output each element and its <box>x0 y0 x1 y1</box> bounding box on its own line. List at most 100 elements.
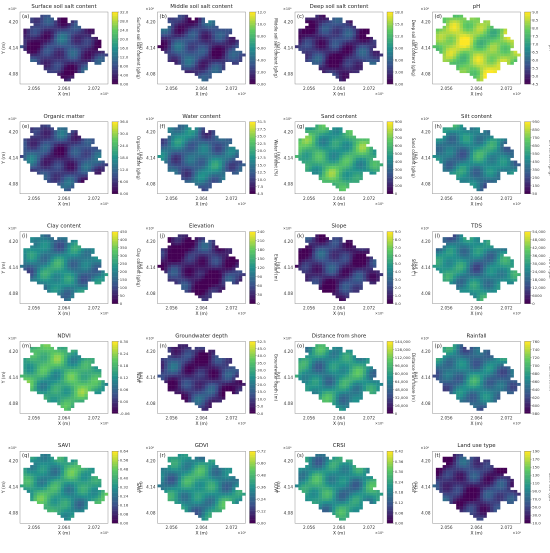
heatmap-cell <box>339 188 343 191</box>
colorbar-segment <box>525 127 531 129</box>
heatmap-cell <box>470 141 474 144</box>
heatmap-cell <box>443 20 447 23</box>
heatmap-cell <box>312 281 316 284</box>
heatmap-cell <box>61 245 65 248</box>
heatmap-cell <box>181 257 185 260</box>
colorbar-tick-label: 400 <box>395 159 403 164</box>
heatmap-cell <box>37 281 41 284</box>
heatmap-cell <box>44 265 48 268</box>
heatmap-cell <box>181 147 185 150</box>
heatmap-cell <box>477 78 481 81</box>
heatmap-cell <box>315 276 319 279</box>
heatmap-cell <box>305 262 309 265</box>
heatmap-cell <box>329 270 333 273</box>
heatmap-cell <box>188 262 192 265</box>
heatmap-cell <box>322 65 326 68</box>
heatmap-cell <box>336 45 340 48</box>
heatmap-cell <box>359 284 363 287</box>
heatmap-cell <box>64 149 68 152</box>
heatmap-cell <box>57 59 61 62</box>
colorbar-segment <box>112 169 118 171</box>
heatmap-cell <box>319 138 323 141</box>
heatmap-cell <box>500 147 504 150</box>
heatmap-cell <box>446 130 450 133</box>
heatmap-cell <box>339 243 343 246</box>
heatmap-cell <box>319 257 323 260</box>
heatmap-cell <box>57 177 61 180</box>
heatmap-cell <box>222 62 226 65</box>
heatmap-cell <box>225 259 229 262</box>
heatmap-cell <box>30 29 34 32</box>
heatmap-cell <box>373 161 377 164</box>
heatmap-cell <box>312 127 316 130</box>
heatmap-cell <box>332 130 336 133</box>
heatmap-cell <box>54 158 58 161</box>
heatmap-cell <box>161 152 165 155</box>
heatmap-cell <box>67 161 71 164</box>
heatmap-cell <box>94 276 98 279</box>
heatmap-cell <box>353 62 357 65</box>
heatmap-cell <box>460 31 464 34</box>
heatmap-cell <box>222 284 226 287</box>
heatmap-cell <box>37 149 41 152</box>
heatmap-cell <box>322 248 326 251</box>
heatmap-cell <box>78 273 82 276</box>
heatmap-cell <box>473 51 477 54</box>
heatmap-cell <box>449 144 453 147</box>
heatmap-cell <box>305 48 309 51</box>
heatmap-cell <box>322 279 326 282</box>
heatmap-cell <box>493 180 497 183</box>
heatmap-cell <box>229 48 233 51</box>
heatmap-cell <box>88 54 92 57</box>
heatmap-cell <box>181 56 185 59</box>
heatmap-cell <box>185 276 189 279</box>
heatmap-cell <box>319 40 323 43</box>
heatmap-cell <box>369 166 373 169</box>
heatmap-cell <box>329 40 333 43</box>
heatmap-cell <box>329 163 333 166</box>
heatmap-cell <box>346 54 350 57</box>
heatmap-cell <box>332 290 336 293</box>
heatmap-cell <box>178 254 182 257</box>
colorbar-segment <box>387 79 393 81</box>
heatmap-cell <box>439 155 443 158</box>
heatmap-cell <box>218 254 222 257</box>
heatmap-cell <box>171 237 175 240</box>
heatmap-cell <box>319 62 323 65</box>
heatmap-cell <box>436 138 440 141</box>
heatmap-cell <box>353 147 357 150</box>
heatmap-cell <box>446 149 450 152</box>
heatmap-cell <box>298 158 302 161</box>
colorbar-segment <box>525 152 531 154</box>
heatmap-cell <box>302 147 306 150</box>
heatmap-cell <box>198 34 202 37</box>
heatmap-cell <box>319 237 323 240</box>
heatmap-cell <box>94 51 98 54</box>
heatmap-cell <box>202 265 206 268</box>
heatmap-cell <box>232 281 236 284</box>
heatmap-cell <box>185 34 189 37</box>
heatmap-cell <box>208 73 212 76</box>
heatmap-cell <box>54 243 58 246</box>
heatmap-cell <box>473 37 477 40</box>
heatmap-cell <box>218 67 222 70</box>
heatmap-cell <box>356 259 360 262</box>
heatmap-cell <box>64 29 68 32</box>
heatmap-cell <box>61 73 65 76</box>
heatmap-cell <box>185 158 189 161</box>
colorbar-segment <box>112 176 118 178</box>
heatmap-cell <box>44 138 48 141</box>
heatmap-cell <box>222 147 226 150</box>
heatmap-cell <box>309 254 313 257</box>
colorbar-segment <box>250 250 256 252</box>
heatmap-cell <box>339 169 343 172</box>
heatmap-cell <box>64 76 68 79</box>
heatmap-cell <box>91 147 95 150</box>
colorbar-segment <box>112 161 118 163</box>
heatmap-cell <box>71 56 75 59</box>
colorbar-segment <box>525 50 531 52</box>
heatmap-cell <box>302 37 306 40</box>
colorbar-tick-label: 4.5 <box>257 191 264 196</box>
